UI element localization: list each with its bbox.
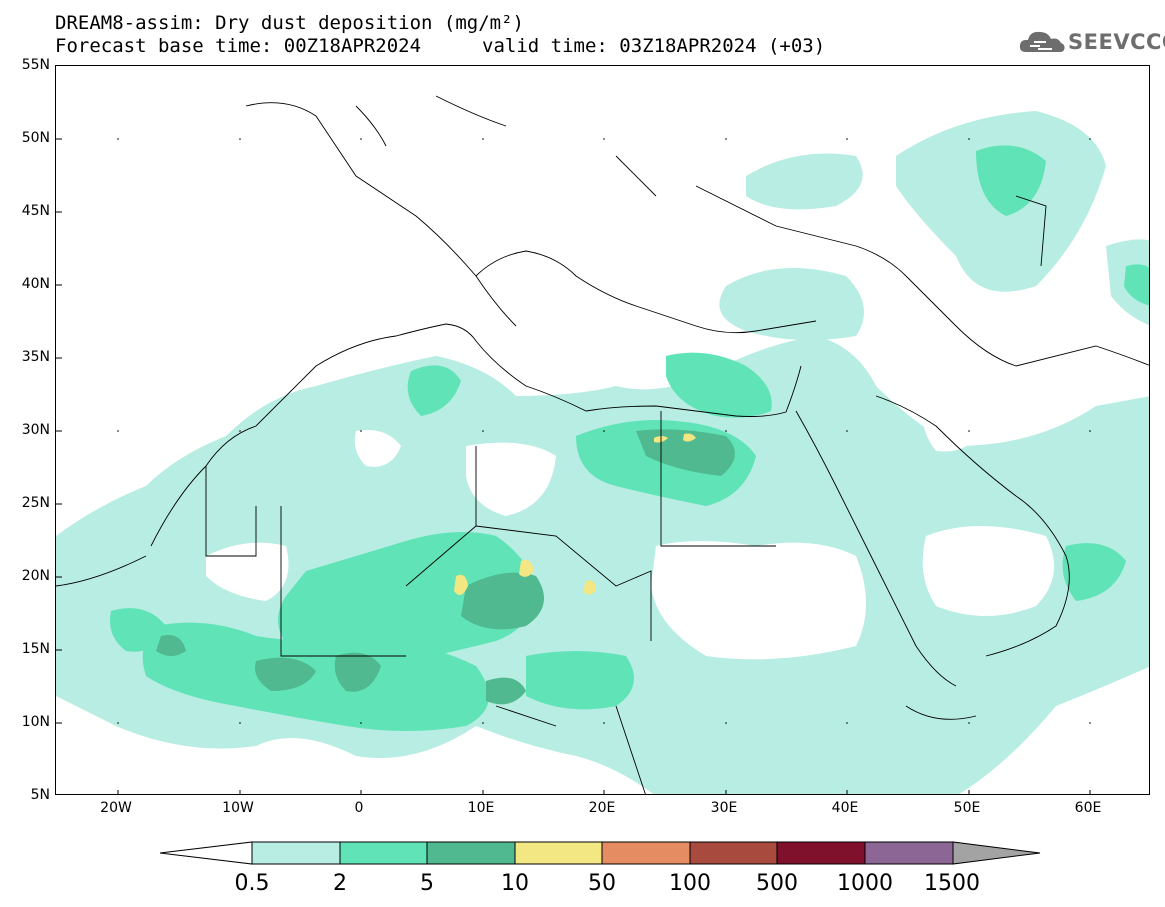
- colorbar-label: 10: [501, 871, 529, 896]
- lon-label: 10W: [222, 800, 254, 816]
- colorbar-label: 1000: [837, 871, 893, 896]
- map-area: [55, 65, 1150, 795]
- lat-label: 20N: [21, 568, 50, 584]
- colorbar-swatch: [339, 841, 428, 865]
- lon-label: 10E: [467, 800, 495, 816]
- colorbar-label: 1500: [924, 871, 980, 896]
- lon-label: 20E: [588, 800, 616, 816]
- lat-label: 10N: [21, 714, 50, 730]
- lat-label: 30N: [21, 422, 50, 438]
- colorbar-label: 500: [756, 871, 798, 896]
- lat-label: 25N: [21, 495, 50, 511]
- colorbar-label: 50: [588, 871, 616, 896]
- lat-label: 5N: [30, 787, 50, 803]
- lat-label: 15N: [21, 641, 50, 657]
- lat-label: 55N: [21, 57, 50, 73]
- map-title: DREAM8-assim: Dry dust deposition (mg/m²…: [55, 12, 524, 34]
- lat-label: 45N: [21, 203, 50, 219]
- dust-field-medium: [110, 145, 1149, 731]
- grid-dots: [117, 138, 1091, 724]
- colorbar-swatch: [601, 841, 691, 865]
- colorbar-lower-arrow: [160, 841, 253, 865]
- colorbar-swatch: [426, 841, 516, 865]
- lat-label: 50N: [21, 130, 50, 146]
- dust-deposition-map: [56, 95, 1149, 794]
- colorbar-label: 0.5: [234, 871, 270, 896]
- lon-label: 60E: [1074, 800, 1102, 816]
- lon-label: 40E: [831, 800, 859, 816]
- colorbar-swatch: [251, 841, 341, 865]
- lon-label: 50E: [953, 800, 981, 816]
- axis-ticks: [56, 138, 1091, 794]
- colorbar-swatch: [514, 841, 603, 865]
- forecast-base-time: Forecast base time: 00Z18APR2024: [55, 35, 422, 57]
- colorbar-label: 5: [420, 871, 434, 896]
- colorbar-label: 100: [669, 871, 711, 896]
- seevccc-logo: [1018, 26, 1153, 58]
- country-borders: [56, 95, 1149, 794]
- colorbar-swatch: [864, 841, 954, 865]
- cloud-icon: [1019, 31, 1065, 52]
- dust-field-high: [454, 433, 696, 595]
- valid-time: valid time: 03Z18APR2024 (+03): [482, 35, 826, 57]
- colorbar-upper-arrow: [952, 841, 1041, 865]
- lon-label: 0: [354, 800, 364, 816]
- dust-field-gaps: [206, 393, 1054, 660]
- lat-label: 40N: [21, 276, 50, 292]
- logo-text: SEEVCCC: [1068, 30, 1165, 54]
- lat-label: 35N: [21, 349, 50, 365]
- colorbar: [160, 841, 1041, 865]
- lon-label: 30E: [710, 800, 738, 816]
- lon-label: 20W: [100, 800, 132, 816]
- colorbar-swatch: [776, 841, 866, 865]
- colorbar-swatch: [689, 841, 778, 865]
- colorbar-label: 2: [333, 871, 347, 896]
